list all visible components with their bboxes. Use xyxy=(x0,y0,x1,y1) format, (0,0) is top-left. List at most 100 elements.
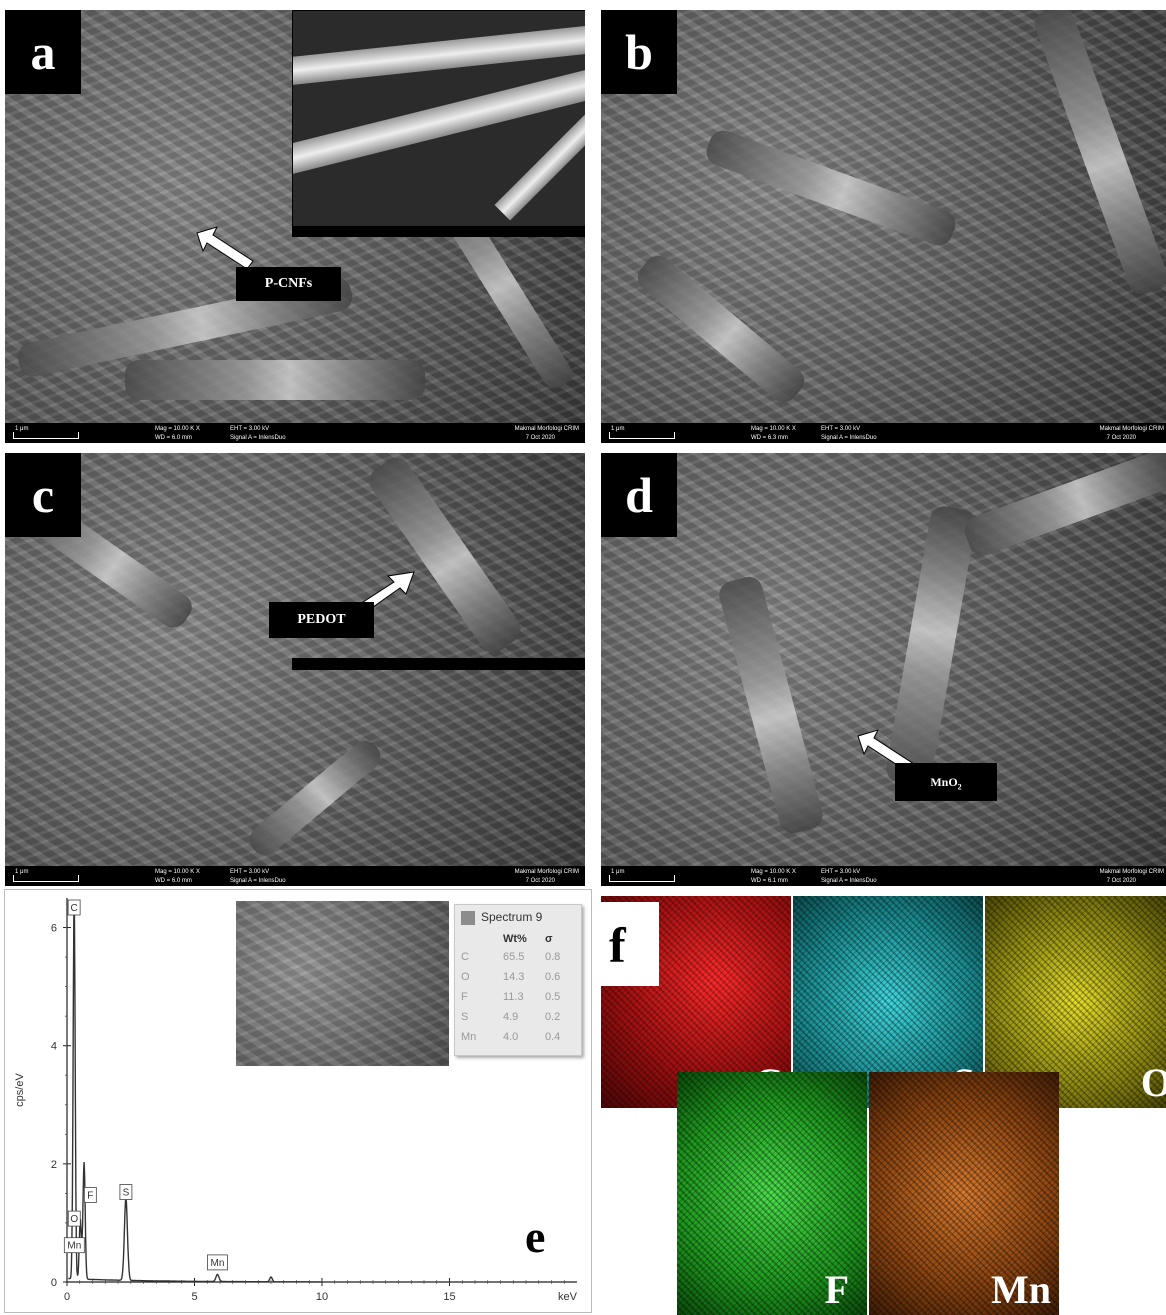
sem-panel-c: c PEDOT 1 μm Mag = 10.00 K X WD = 6.0 mm… xyxy=(5,453,585,886)
scale-label: 1 μm xyxy=(611,869,625,875)
panel-letter-f: f xyxy=(609,917,626,973)
scale-bar xyxy=(13,875,79,882)
y-tick-label: 0 xyxy=(51,1277,57,1289)
label-pedot: PEDOT xyxy=(269,602,374,638)
fiber xyxy=(632,250,810,408)
sem-panel-a: a P-CNFs 1 μm Mag = 10.00 K X WD = 6.0 m… xyxy=(5,10,585,443)
spectrum-legend: Spectrum 9 Wt% σ C 65.5 0.8 O 14.3 0.6 F 11.3 0.… xyxy=(454,904,582,1056)
peak-label: Mn xyxy=(67,1241,81,1252)
date-text: 7 Oct 2020 xyxy=(1106,435,1136,441)
panel-letter-a: a xyxy=(5,10,81,94)
fiber xyxy=(1030,10,1166,298)
table-cell-element: C xyxy=(461,951,469,963)
panel-letter-b: b xyxy=(601,10,677,94)
table-cell-wt: 4.9 xyxy=(503,1011,519,1023)
y-tick-label: 4 xyxy=(51,1041,57,1053)
lab-text: Makmal Morfologi CRIM xyxy=(1099,869,1164,875)
table-cell-sigma: 0.8 xyxy=(545,951,561,963)
peak-label-box xyxy=(83,1187,97,1203)
mag-text: Mag = 10.00 K X xyxy=(155,869,200,875)
panel-letter-e: e xyxy=(525,1211,546,1262)
map-label-mn: Mn xyxy=(991,1267,1051,1312)
table-cell-element: Mn xyxy=(461,1031,477,1043)
inset-sem-image xyxy=(236,901,449,1066)
table-cell-sigma: 0.4 xyxy=(545,1031,561,1043)
table-header-sigma: σ xyxy=(545,933,553,945)
wd-text: WD = 6.3 mm xyxy=(751,435,788,441)
mag-text: Mag = 10.00 K X xyxy=(155,426,200,432)
label-mno2-sub: 2 xyxy=(957,782,962,792)
y-axis-label: cps/eV xyxy=(14,1073,26,1107)
date-text: 7 Oct 2020 xyxy=(525,878,555,884)
signal-text: Signal A = InlensDuo xyxy=(821,435,877,441)
spectrum-line xyxy=(68,905,322,1283)
label-mno2: MnO2 xyxy=(895,763,997,801)
info-bar: 1 μm Mag = 10.00 K X WD = 6.0 mm EHT = 3… xyxy=(5,423,585,443)
table-cell-sigma: 0.6 xyxy=(545,971,561,983)
peak-label: C xyxy=(71,903,78,914)
eht-text: EHT = 3.00 kV xyxy=(230,426,270,432)
eht-text: EHT = 3.00 kV xyxy=(821,869,861,875)
peak-label: O xyxy=(70,1214,78,1225)
scale-label: 1 μm xyxy=(611,426,625,432)
wd-text: WD = 6.1 mm xyxy=(751,878,788,884)
panel-letter-f-box: f xyxy=(601,902,659,986)
y-tick-label: 6 xyxy=(51,923,57,935)
date-text: 7 Oct 2020 xyxy=(1106,878,1136,884)
signal-text: Signal A = InlensDuo xyxy=(230,435,286,441)
info-bar: 1 μm Mag = 10.00 K X WD = 6.0 mm EHT = 3… xyxy=(5,866,585,886)
peak-label: S xyxy=(123,1188,130,1199)
table-cell-sigma: 0.5 xyxy=(545,991,561,1003)
wd-text: WD = 6.0 mm xyxy=(155,878,192,884)
signal-text: Signal A = InlensDuo xyxy=(230,878,286,884)
info-bar: 1 μm Mag = 10.00 K X WD = 6.1 mm EHT = 3… xyxy=(601,866,1166,886)
arrow-icon xyxy=(196,226,254,270)
label-p-cnfs: P-CNFs xyxy=(236,267,341,301)
table-cell-element: O xyxy=(461,971,470,983)
panel-letter-d: d xyxy=(601,453,677,537)
scale-bar xyxy=(13,432,79,439)
sem-panel-b: b 1 μm Mag = 10.00 K X WD = 6.3 mm EHT =… xyxy=(601,10,1166,443)
eht-text: EHT = 3.00 kV xyxy=(230,869,270,875)
peak-label: F xyxy=(87,1190,93,1201)
peak-label-box xyxy=(119,1184,133,1200)
wd-text: WD = 6.0 mm xyxy=(155,435,192,441)
fiber xyxy=(244,735,386,861)
fiber xyxy=(125,360,425,400)
fiber xyxy=(716,573,826,837)
x-tick-label: 10 xyxy=(316,1291,328,1303)
x-tick-label: 0 xyxy=(64,1291,70,1303)
table-cell-wt: 65.5 xyxy=(503,951,525,963)
eds-maps-panel: C S O F Mn f xyxy=(601,896,1166,1315)
fiber xyxy=(960,453,1166,560)
fiber xyxy=(363,453,527,658)
table-cell-element: F xyxy=(461,991,468,1003)
scale-bar xyxy=(609,875,675,882)
inset-scale-bar xyxy=(292,658,585,670)
scale-label: 1 μm xyxy=(15,426,29,432)
eht-text: EHT = 3.00 kV xyxy=(821,426,861,432)
table-cell-wt: 14.3 xyxy=(503,971,525,983)
scale-bar xyxy=(609,432,675,439)
scale-label: 1 μm xyxy=(15,869,29,875)
lab-text: Makmal Morfologi CRIM xyxy=(1099,426,1164,432)
lab-text: Makmal Morfologi CRIM xyxy=(514,426,579,432)
signal-text: Signal A = InlensDuo xyxy=(821,878,877,884)
peak-label-box xyxy=(67,1210,81,1227)
sem-panel-d: d MnO2 1 μm Mag = 10.00 K X WD = 6.1 mm … xyxy=(601,453,1166,886)
table-cell-wt: 11.3 xyxy=(503,991,524,1003)
map-f: F xyxy=(677,1072,867,1315)
table-cell-element: S xyxy=(461,1011,469,1023)
mag-text: Mag = 10.00 K X xyxy=(751,869,796,875)
x-tick-label: 5 xyxy=(191,1291,197,1303)
date-text: 7 Oct 2020 xyxy=(525,435,555,441)
panel-letter-c: c xyxy=(5,453,81,537)
inset-image xyxy=(292,10,585,237)
map-label-f: F xyxy=(824,1267,849,1312)
legend-swatch xyxy=(461,911,475,925)
info-bar: 1 μm Mag = 10.00 K X WD = 6.3 mm EHT = 3… xyxy=(601,423,1166,443)
map-o: O xyxy=(985,896,1166,1108)
map-label-o: O xyxy=(1140,1060,1166,1105)
x-axis-label: keV xyxy=(558,1291,578,1303)
